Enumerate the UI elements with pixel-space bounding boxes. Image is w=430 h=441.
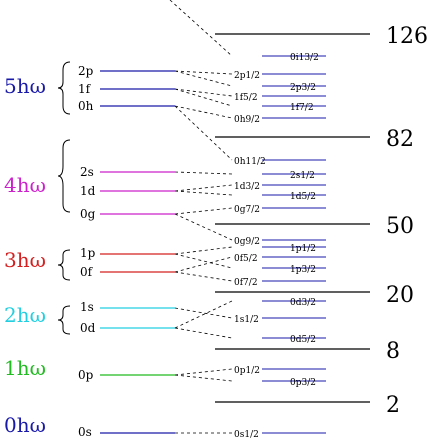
connector-2s12 <box>174 171 233 175</box>
orbital-label-1d: 1d <box>80 184 96 198</box>
split-label-1p32: 1p3/2 <box>290 265 316 275</box>
orbital-labels: 0s 0p 0d 1s 0f 1p 0g 1d 2s 0h 1f 2p <box>78 64 96 439</box>
orbital-label-1p: 1p <box>80 246 96 260</box>
connector-1f72 <box>174 88 233 107</box>
split-label-0h112: 0h11/2 <box>234 157 266 167</box>
split-label-0h92: 0h9/2 <box>234 115 260 125</box>
magic-number-8: 8 <box>386 339 400 364</box>
split-label-1d32: 1d3/2 <box>234 182 260 192</box>
connector-0f52 <box>174 256 233 273</box>
orbital-label-0d: 0d <box>80 321 96 335</box>
connector-0i132 <box>169 0 233 57</box>
connector-1s12 <box>174 307 233 319</box>
split-connectors <box>169 0 233 434</box>
orbital-label-2p: 2p <box>78 64 94 78</box>
magic-number-2: 2 <box>386 393 400 418</box>
shell-label-1: 1hω <box>4 356 46 380</box>
split-label-0g92: 0g9/2 <box>234 237 260 247</box>
split-label-1f52: 1f5/2 <box>234 93 258 103</box>
split-label-0d52: 0d5/2 <box>290 335 316 345</box>
shell-labels: 0hω 1hω 2hω 3hω 4hω 5hω <box>4 74 46 437</box>
orbital-label-1s: 1s <box>80 300 94 314</box>
connector-0p12 <box>174 368 233 376</box>
magic-gap-lines <box>215 33 370 403</box>
connector-0g92 <box>174 213 233 241</box>
split-label-0g72: 0g7/2 <box>234 205 260 215</box>
magic-number-126: 126 <box>386 24 428 49</box>
split-label-0s12: 0s1/2 <box>234 430 259 440</box>
orbital-label-0g: 0g <box>80 207 96 221</box>
split-level-labels: 0s1/2 0p3/2 0p1/2 0d5/2 1s1/2 0d3/2 0f7/… <box>234 53 319 440</box>
connector-0d32 <box>174 300 233 329</box>
shell-label-5: 5hω <box>4 74 46 98</box>
split-label-1p12: 1p1/2 <box>290 244 316 254</box>
connector-0f72 <box>174 271 233 282</box>
orbital-label-2s: 2s <box>80 165 94 179</box>
braces <box>57 61 71 335</box>
orbital-label-0p: 0p <box>78 368 94 382</box>
left-level-lines <box>100 70 175 434</box>
connector-1d32 <box>174 184 233 192</box>
orbital-label-0f: 0f <box>80 265 94 279</box>
split-label-0f52: 0f5/2 <box>234 254 258 264</box>
shell-label-3: 3hω <box>4 248 46 272</box>
split-label-1d52: 1d5/2 <box>290 192 316 202</box>
shell-label-0: 0hω <box>4 413 46 437</box>
split-label-1s12: 1s1/2 <box>234 315 259 325</box>
shell-label-4: 4hω <box>4 173 46 197</box>
connector-0g72 <box>174 207 233 215</box>
split-level-lines <box>262 55 326 434</box>
brace-2 <box>57 305 71 335</box>
split-label-2p12: 2p1/2 <box>234 71 260 81</box>
orbital-label-0h: 0h <box>78 99 94 113</box>
split-label-2p32: 2p3/2 <box>290 83 316 93</box>
connector-1p12 <box>174 246 233 255</box>
split-label-0d32: 0d3/2 <box>290 298 316 308</box>
connector-0d52 <box>174 327 233 339</box>
connector-0h112 <box>174 105 233 161</box>
shell-label-2: 2hω <box>4 303 46 327</box>
orbital-label-0s: 0s <box>78 425 92 439</box>
split-label-0i132: 0i13/2 <box>290 53 319 63</box>
connector-0h92 <box>174 105 233 119</box>
orbital-label-1f: 1f <box>78 82 92 96</box>
connector-0p32 <box>174 374 233 382</box>
split-label-0p32: 0p3/2 <box>290 378 316 388</box>
split-label-2s12: 2s1/2 <box>290 171 315 181</box>
magic-number-labels: 2 8 20 50 82 126 <box>386 24 428 418</box>
connector-1p32 <box>174 253 233 269</box>
magic-number-50: 50 <box>386 214 414 239</box>
connector-1d52 <box>174 190 233 196</box>
brace-5 <box>57 61 71 115</box>
connector-2p32 <box>174 70 233 87</box>
connector-1f52 <box>174 88 233 97</box>
brace-3 <box>57 249 71 281</box>
split-label-0f72: 0f7/2 <box>234 278 258 288</box>
brace-4 <box>57 139 71 213</box>
magic-number-82: 82 <box>386 127 414 152</box>
split-label-0p12: 0p1/2 <box>234 366 260 376</box>
magic-number-20: 20 <box>386 283 414 308</box>
split-label-1f72: 1f7/2 <box>290 103 314 113</box>
